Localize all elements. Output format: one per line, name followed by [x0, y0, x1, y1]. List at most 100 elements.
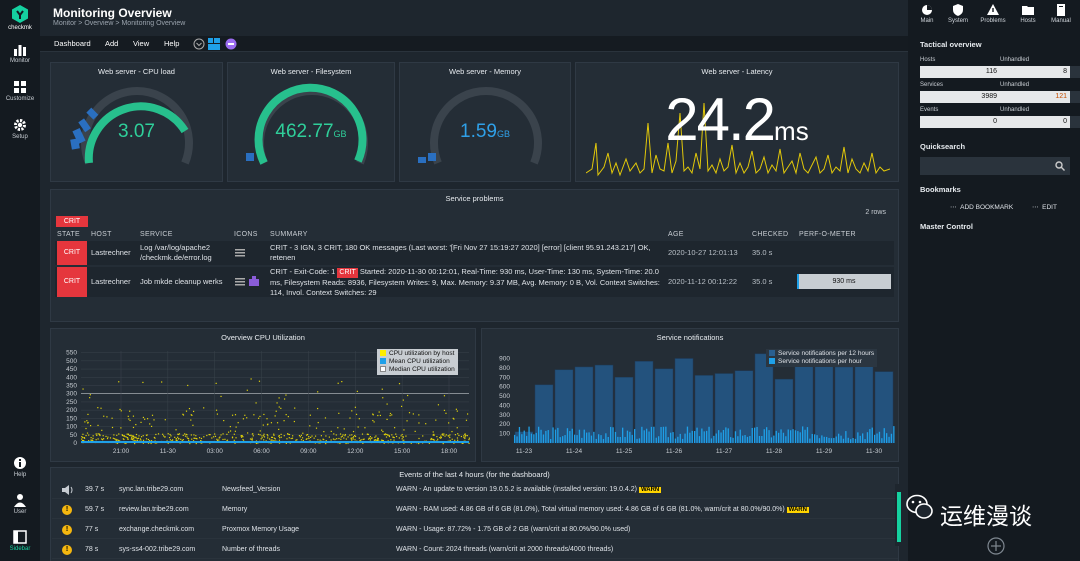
hourly-bar: [787, 429, 789, 443]
sidebar-item-user[interactable]: User: [0, 493, 40, 515]
master-control-title[interactable]: Master Control: [920, 222, 973, 231]
event-service[interactable]: Proxmox Memory Usage: [222, 526, 300, 533]
event-service[interactable]: Memory: [222, 506, 248, 513]
service-cell[interactable]: Job mkde cleanup werks: [140, 277, 223, 286]
col-icons[interactable]: ICONS: [234, 231, 258, 238]
cpu-point: [283, 398, 286, 400]
event-row[interactable]: ! 78 s sys-ss4-002.tribe29.com Number of th…: [52, 541, 898, 559]
event-host[interactable]: sync.lan.tribe29.com: [119, 486, 184, 493]
snapin-system[interactable]: System: [943, 4, 973, 24]
add-snapin-icon[interactable]: [987, 537, 1005, 555]
edit-bookmarks-button[interactable]: ⋯ EDIT: [1032, 204, 1057, 211]
menu-view[interactable]: View: [133, 39, 150, 48]
add-bookmark-button[interactable]: ⋯ ADD BOOKMARK: [950, 204, 1014, 211]
cpu-point: [229, 430, 232, 432]
tactical-services-unhandled[interactable]: 121: [1000, 91, 1070, 103]
cpu-point: [401, 433, 403, 436]
cpu-point: [377, 439, 379, 441]
event-row[interactable]: 39.7 s sync.lan.tribe29.com Newsfeed_Versi…: [52, 481, 898, 499]
bookmarks-title[interactable]: Bookmarks: [920, 185, 961, 194]
cpu-point: [400, 405, 403, 407]
tactical-hosts-value[interactable]: 116: [920, 66, 1000, 78]
hourly-bar: [811, 433, 813, 443]
menu-icon[interactable]: [235, 278, 245, 286]
cpu-point: [453, 442, 455, 444]
snapin-problems[interactable]: Problems: [978, 4, 1008, 24]
col-summary[interactable]: SUMMARY: [270, 231, 308, 238]
host-cell[interactable]: Lastrechner: [91, 277, 131, 286]
event-service[interactable]: Number of threads: [222, 546, 280, 553]
settings-badge-icon[interactable]: [225, 38, 237, 50]
cpu-point: [412, 413, 414, 415]
host-cell[interactable]: Lastrechner: [91, 248, 131, 257]
cpu-point: [283, 435, 285, 437]
table-row[interactable]: CRIT Lastrechner Log /var/log/apache2 /c…: [55, 241, 894, 265]
sidebar-item-customize[interactable]: Customize: [0, 80, 40, 102]
quicksearch-title[interactable]: Quicksearch: [920, 142, 966, 151]
cpu-point: [373, 421, 375, 423]
col-service[interactable]: SERVICE: [140, 231, 173, 238]
cpu-point: [249, 438, 252, 440]
tactical-services-value[interactable]: 3989: [920, 91, 1000, 103]
hourly-bar: [720, 432, 722, 443]
hourly-bar: [593, 431, 595, 443]
cpu-point: [278, 397, 280, 399]
menu-help[interactable]: Help: [164, 39, 180, 48]
cpu-point: [101, 429, 103, 431]
add-bookmark-label: ADD BOOKMARK: [960, 204, 1014, 211]
page-header: Monitoring Overview Monitor > Overview >…: [40, 0, 908, 36]
cpu-point: [175, 439, 177, 441]
chevron-down-icon[interactable]: [193, 38, 205, 50]
col-checked[interactable]: CHECKED: [752, 231, 789, 238]
sidebar-item-help[interactable]: Help: [0, 456, 40, 478]
event-service[interactable]: Newsfeed_Version: [222, 486, 281, 493]
event-row[interactable]: ! 77 s exchange.checkmk.com Proxmox Memory …: [52, 521, 898, 539]
col-perfometer[interactable]: PERF-O-METER: [799, 231, 856, 238]
search-icon[interactable]: [1055, 161, 1065, 171]
cpu-point: [142, 381, 144, 384]
sidebar-item-monitor[interactable]: Monitor: [0, 42, 40, 64]
dashboard-layout-icon[interactable]: [208, 38, 220, 50]
sidebar-item-label: Monitor: [9, 58, 30, 64]
cpu-point: [177, 436, 179, 438]
tactical-events-value[interactable]: 0: [920, 116, 1000, 128]
cpu-point: [242, 440, 245, 442]
hourly-bar: [888, 436, 890, 443]
hourly-bar: [636, 438, 638, 443]
col-age[interactable]: AGE: [668, 231, 684, 238]
menu-dashboard[interactable]: Dashboard: [54, 39, 91, 48]
snapin-manual[interactable]: Manual: [1046, 4, 1076, 24]
job-icon[interactable]: [248, 276, 260, 287]
crit-filter-badge[interactable]: CRIT: [56, 216, 88, 227]
tactical-hosts-unhandled[interactable]: 8: [1000, 66, 1070, 78]
checkmk-logo[interactable]: checkmk: [6, 5, 34, 41]
snapin-main[interactable]: Main: [912, 4, 942, 24]
cpu-point: [136, 439, 139, 441]
sidebar-item-setup[interactable]: Setup: [0, 118, 40, 140]
event-host[interactable]: review.lan.tribe29.com: [119, 506, 189, 513]
hourly-bar: [540, 429, 542, 443]
cpu-point: [106, 437, 109, 440]
sidebar-item-sidebar[interactable]: Sidebar: [0, 530, 40, 552]
quicksearch-input[interactable]: [920, 157, 1070, 175]
col-state[interactable]: STATE: [57, 231, 81, 238]
cpu-point: [259, 415, 261, 418]
snapin-hosts[interactable]: Hosts: [1013, 4, 1043, 24]
scrollbar-thumb[interactable]: [897, 492, 901, 542]
service-cell[interactable]: Log /var/log/apache2 /checkmk.de/error.l…: [140, 243, 212, 262]
table-row[interactable]: CRIT Lastrechner Job mkde cleanup werks …: [55, 267, 894, 297]
event-host[interactable]: sys-ss4-002.tribe29.com: [119, 546, 196, 553]
hourly-bar: [617, 436, 619, 443]
event-row[interactable]: ! 59.7 s review.lan.tribe29.com Memory WARN …: [52, 501, 898, 519]
hourly-bar: [883, 428, 885, 443]
notif-bar: [734, 370, 754, 444]
event-host[interactable]: exchange.checkmk.com: [119, 526, 195, 533]
menu-add[interactable]: Add: [105, 39, 119, 48]
tactical-events-unhandled[interactable]: 0: [1000, 116, 1070, 128]
breadcrumb[interactable]: Monitor > Overview > Monitoring Overview: [53, 20, 186, 27]
col-host[interactable]: HOST: [91, 231, 112, 238]
tactical-overview-title[interactable]: Tactical overview: [920, 40, 982, 49]
menu-icon[interactable]: [235, 249, 245, 257]
hourly-bar: [547, 430, 549, 443]
scrollbar[interactable]: [895, 484, 903, 546]
